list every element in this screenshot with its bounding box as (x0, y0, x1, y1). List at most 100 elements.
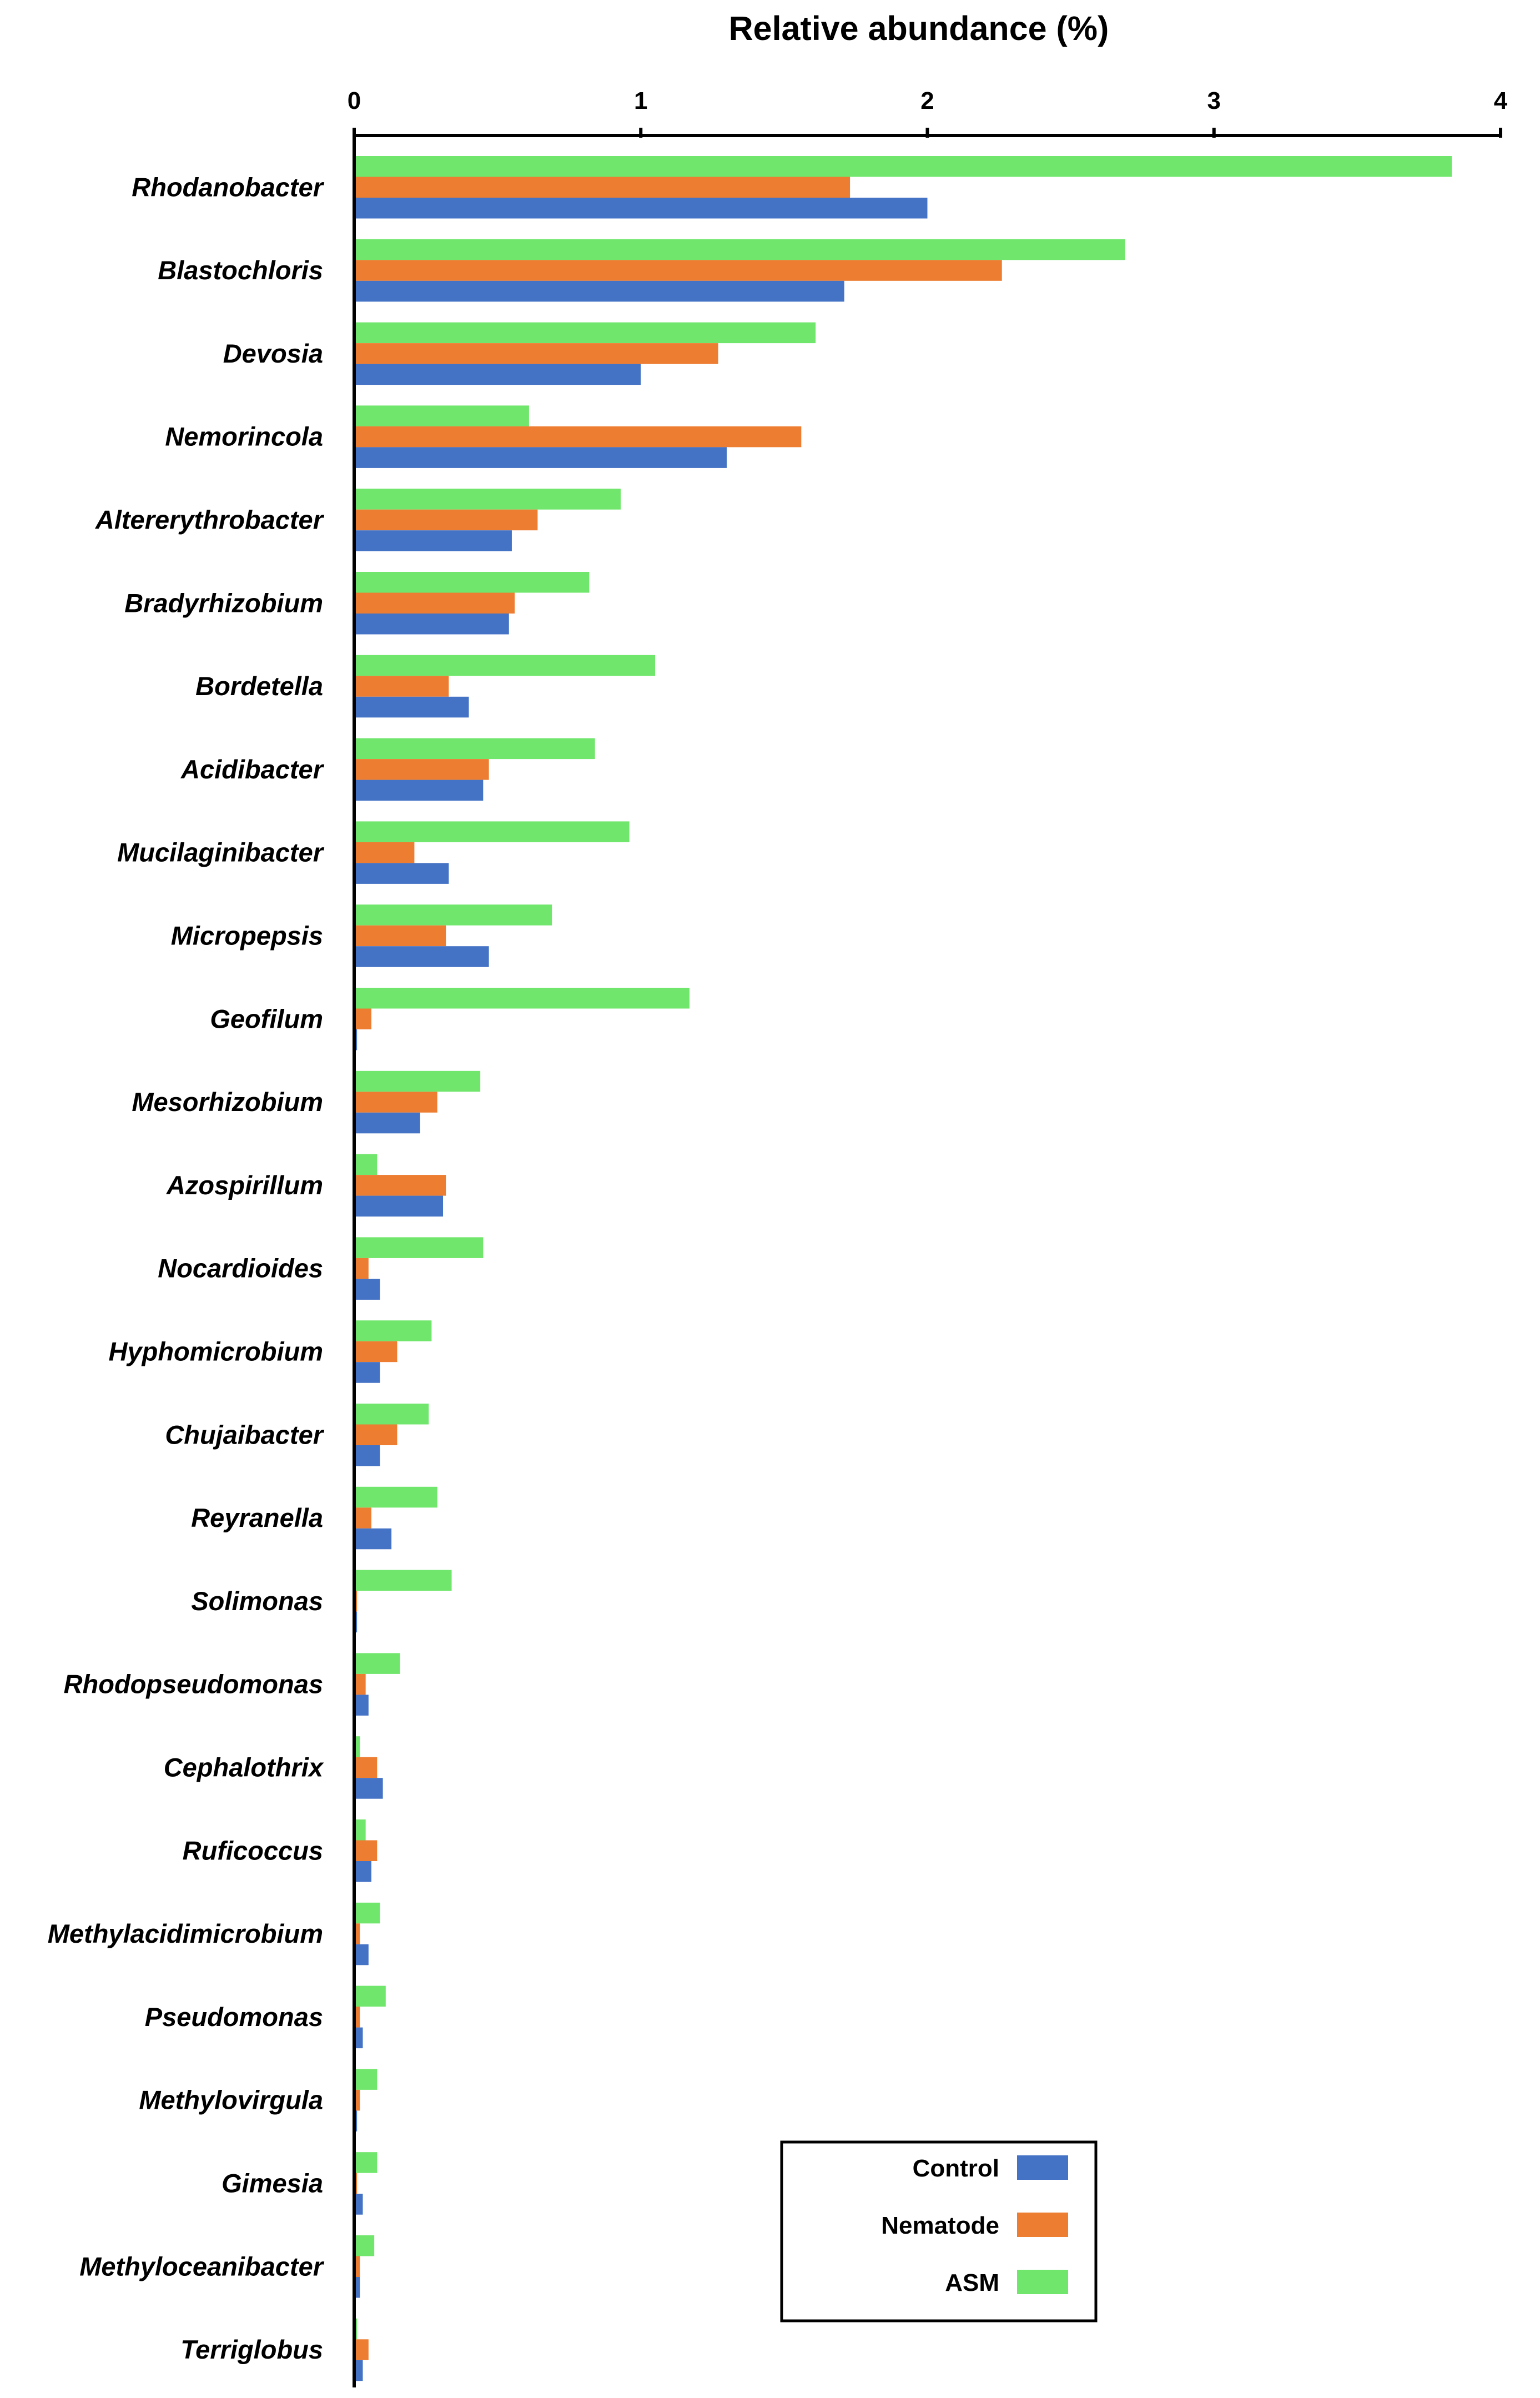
bar-asm-methylovirgula (354, 2069, 378, 2090)
bar-control-bradyrhizobium (354, 614, 509, 635)
bar-control-methyloceanibacter (354, 2277, 360, 2298)
category-label: Micropepsis (171, 921, 323, 950)
bar-nematode-blastochloris (354, 260, 1002, 281)
bar-control-nemorincola (354, 447, 727, 468)
category-label: Methylacidimicrobium (48, 1919, 323, 1948)
bar-nematode-bradyrhizobium (354, 592, 515, 614)
bar-asm-hyphomicrobium (354, 1320, 432, 1341)
bar-nematode-methylacidimicrobium (354, 1923, 360, 1944)
category-label: Azospirillum (166, 1170, 323, 1200)
x-tick-label: 1 (634, 87, 647, 114)
bar-control-rhodanobacter (354, 198, 928, 219)
category-label: Rhodanobacter (132, 172, 324, 202)
bar-asm-methylacidimicrobium (354, 1902, 380, 1924)
x-tick-label: 0 (348, 87, 361, 114)
category-label: Methylovirgula (139, 2085, 323, 2115)
bar-asm-bordetella (354, 655, 656, 676)
bar-control-hyphomicrobium (354, 1362, 380, 1383)
bar-asm-ruficoccus (354, 1819, 366, 1841)
category-label: Pseudomonas (145, 2002, 323, 2032)
bar-control-mucilaginibacter (354, 863, 449, 884)
legend-label-control: Control (913, 2155, 999, 2182)
bar-asm-methyloceanibacter (354, 2235, 375, 2256)
x-tick-label: 2 (920, 87, 934, 114)
bar-control-ruficoccus (354, 1861, 371, 1882)
legend-label-nematode: Nematode (881, 2212, 999, 2239)
axes (353, 128, 1502, 2387)
bar-nematode-bordetella (354, 676, 449, 697)
bar-asm-reyranella (354, 1486, 437, 1508)
bar-nematode-cephalothrix (354, 1757, 378, 1778)
bar-nematode-methyloceanibacter (354, 2256, 360, 2277)
legend: Control Nematode ASM (780, 2140, 1098, 2322)
x-axis-title: Relative abundance (%) (729, 9, 1109, 47)
bar-asm-bradyrhizobium (354, 572, 590, 593)
bar-nematode-nemorincola (354, 426, 802, 448)
bar-nematode-hyphomicrobium (354, 1341, 397, 1363)
legend-label-asm: ASM (945, 2269, 999, 2296)
bar-control-cephalothrix (354, 1778, 383, 1799)
category-label: Reyranella (191, 1503, 323, 1532)
bar-nematode-mesorhizobium (354, 1092, 437, 1113)
bar-asm-cephalothrix (354, 1736, 360, 1757)
bar-nematode-ruficoccus (354, 1840, 378, 1861)
category-label: Chujaibacter (165, 1420, 324, 1449)
bar-asm-solimonas (354, 1570, 452, 1591)
bar-nematode-terriglobus (354, 2339, 369, 2360)
category-label: Nemorincola (165, 422, 323, 451)
bar-asm-nemorincola (354, 405, 529, 426)
bar-nematode-acidibacter (354, 759, 489, 780)
bar-control-micropepsis (354, 946, 489, 967)
bar-nematode-altererythrobacter (354, 509, 538, 531)
bar-asm-chujaibacter (354, 1404, 429, 1425)
x-tick-label: 4 (1494, 87, 1508, 114)
bar-asm-pseudomonas (354, 1985, 386, 2007)
legend-swatch-asm (1017, 2270, 1068, 2294)
bar-asm-devosia (354, 322, 816, 344)
bar-asm-rhodanobacter (354, 156, 1452, 177)
bar-nematode-rhodopseudomonas (354, 1673, 366, 1695)
bar-control-devosia (354, 364, 641, 385)
bar-control-methylacidimicrobium (354, 1944, 369, 1965)
bars (354, 156, 1452, 2381)
bar-nematode-rhodanobacter (354, 177, 850, 198)
category-label: Bordetella (195, 671, 323, 701)
bar-nematode-devosia (354, 343, 718, 364)
bar-asm-gimesia (354, 2152, 378, 2173)
bar-control-chujaibacter (354, 1445, 380, 1466)
bar-nematode-micropepsis (354, 925, 446, 947)
category-label: Mesorhizobium (132, 1087, 323, 1117)
bar-asm-azospirillum (354, 1154, 378, 1175)
bar-control-rhodopseudomonas (354, 1695, 369, 1716)
category-label: Geofilum (210, 1004, 323, 1033)
category-label: Cephalothrix (164, 1752, 324, 1782)
bar-asm-mesorhizobium (354, 1070, 481, 1092)
category-label: Rhodopseudomonas (64, 1670, 323, 1699)
legend-swatch-control (1017, 2155, 1068, 2180)
category-label: Terriglobus (180, 2335, 323, 2364)
x-tick-label: 3 (1207, 87, 1221, 114)
category-label: Solimonas (191, 1586, 323, 1616)
bar-asm-blastochloris (354, 239, 1125, 260)
bar-asm-rhodopseudomonas (354, 1653, 400, 1674)
bar-nematode-methylovirgula (354, 2089, 360, 2111)
bar-control-reyranella (354, 1528, 392, 1550)
bar-nematode-geofilum (354, 1008, 371, 1029)
category-label: Blastochloris (158, 255, 323, 285)
bar-control-nocardioides (354, 1279, 380, 1300)
category-labels: Rhodanobacter Blastochloris Devosia Nemorin… (48, 172, 325, 2364)
category-label: Methyloceanibacter (79, 2251, 325, 2281)
bar-control-blastochloris (354, 280, 844, 302)
bar-control-terriglobus (354, 2360, 363, 2381)
bar-nematode-mucilaginibacter (354, 842, 415, 863)
bar-nematode-chujaibacter (354, 1424, 397, 1445)
category-label: Bradyrhizobium (124, 588, 323, 617)
bar-control-altererythrobacter (354, 530, 512, 551)
bar-control-mesorhizobium (354, 1112, 420, 1134)
category-label: Altererythrobacter (95, 505, 325, 534)
legend-swatch-nematode (1017, 2213, 1068, 2237)
category-label: Gimesia (222, 2168, 323, 2198)
bar-nematode-azospirillum (354, 1175, 446, 1196)
bar-asm-micropepsis (354, 904, 552, 926)
